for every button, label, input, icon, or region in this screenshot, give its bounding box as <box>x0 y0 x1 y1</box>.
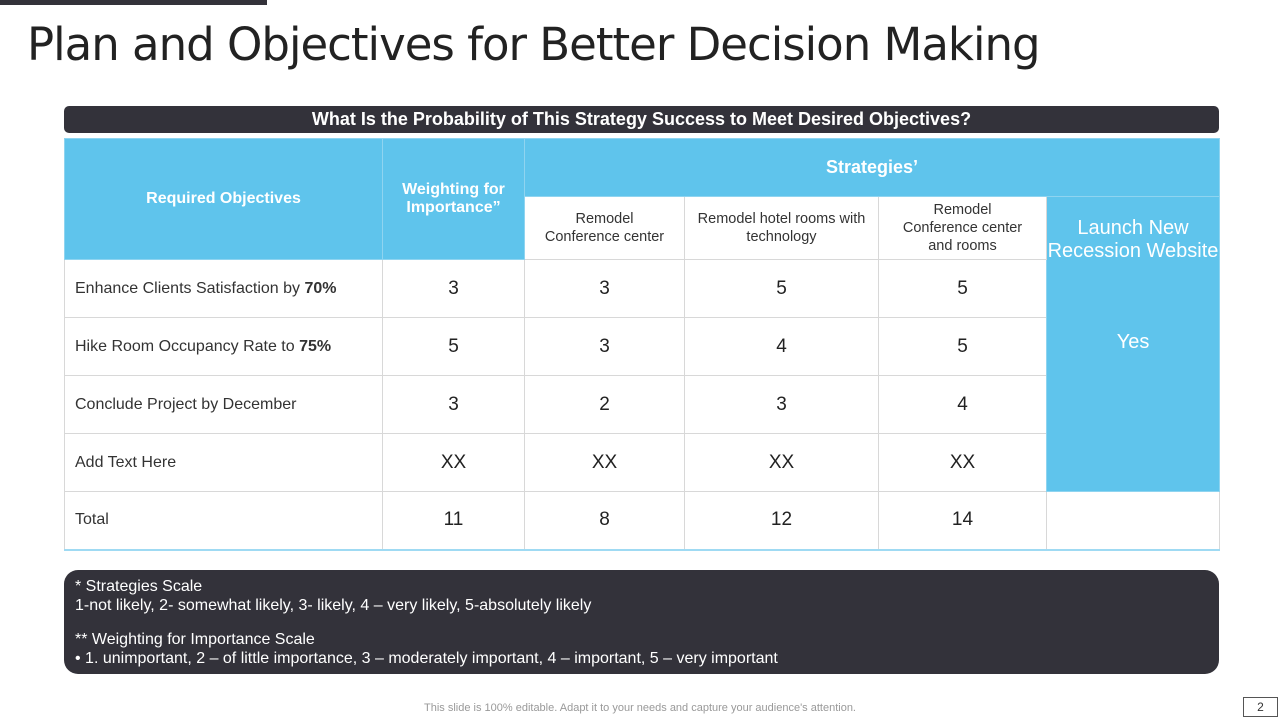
weight-cell: 3 <box>382 259 525 318</box>
header-objectives: Required Objectives <box>64 138 383 260</box>
launch-value: Yes <box>1116 331 1150 353</box>
weight-cell: 3 <box>382 375 525 434</box>
weight-cell: XX <box>382 433 525 492</box>
strategies-scale-text: 1-not likely, 2- somewhat likely, 3- lik… <box>75 597 592 614</box>
strategy-header-1: Remodel Conference center <box>524 196 685 260</box>
total-score: 14 <box>878 491 1047 551</box>
header-weighting: Weighting for Importance” <box>382 138 525 260</box>
score-cell: XX <box>878 433 1047 492</box>
page-title: Plan and Objectives for Better Decision … <box>27 18 1041 71</box>
table-row: Conclude Project by December 3 2 3 4 <box>64 375 1220 434</box>
scale-notes: * Strategies Scale 1-not likely, 2- some… <box>64 570 1219 674</box>
score-cell: 4 <box>878 375 1047 434</box>
objective-bold: 75% <box>299 337 332 355</box>
strategies-scale-title: * Strategies Scale <box>75 578 203 595</box>
weighting-scale-text: • 1. unimportant, 2 – of little importan… <box>75 650 778 667</box>
total-score: 12 <box>684 491 879 551</box>
launch-label: Launch New Recession Website <box>1047 217 1219 262</box>
score-cell: 3 <box>684 375 879 434</box>
objective-cell: Conclude Project by December <box>64 375 383 434</box>
top-accent-bar <box>0 0 267 5</box>
launch-website-cell: Launch New Recession Website Yes <box>1045 196 1221 492</box>
strategy-header-3: Remodel Conference center and rooms <box>878 196 1047 260</box>
score-cell: XX <box>524 433 685 492</box>
table-row: Enhance Clients Satisfaction by 70% 3 3 … <box>64 259 1220 318</box>
total-weight: 11 <box>382 491 525 551</box>
empty-cell <box>1045 491 1221 551</box>
objective-text: Hike Room Occupancy Rate to <box>75 337 300 355</box>
score-cell: 5 <box>878 317 1047 376</box>
objective-text: Enhance Clients Satisfaction by <box>75 279 305 297</box>
score-cell: 4 <box>684 317 879 376</box>
objective-cell: Enhance Clients Satisfaction by 70% <box>64 259 383 318</box>
weighting-scale-title: ** Weighting for Importance Scale <box>75 631 315 648</box>
score-cell: XX <box>684 433 879 492</box>
table-row: Hike Room Occupancy Rate to 75% 5 3 4 5 <box>64 317 1220 376</box>
score-cell: 5 <box>878 259 1047 318</box>
objective-bold: 70% <box>304 279 337 297</box>
table-row: Add Text Here XX XX XX XX <box>64 433 1220 492</box>
question-banner: What Is the Probability of This Strategy… <box>64 106 1219 133</box>
header-strategies: Strategies’ <box>523 138 1221 197</box>
strategy-table: Required Objectives Weighting for Import… <box>64 138 1221 551</box>
strategy-header-2: Remodel hotel rooms with technology <box>684 196 879 260</box>
page-number: 2 <box>1243 697 1278 717</box>
footer-note: This slide is 100% editable. Adapt it to… <box>424 702 856 714</box>
weight-cell: 5 <box>382 317 525 376</box>
objective-cell: Add Text Here <box>64 433 383 492</box>
score-cell: 3 <box>524 317 685 376</box>
total-label: Total <box>64 491 383 551</box>
objective-cell: Hike Room Occupancy Rate to 75% <box>64 317 383 376</box>
total-row: Total 11 8 12 14 <box>64 491 1221 551</box>
total-score: 8 <box>524 491 685 551</box>
score-cell: 3 <box>524 259 685 318</box>
score-cell: 2 <box>524 375 685 434</box>
score-cell: 5 <box>684 259 879 318</box>
